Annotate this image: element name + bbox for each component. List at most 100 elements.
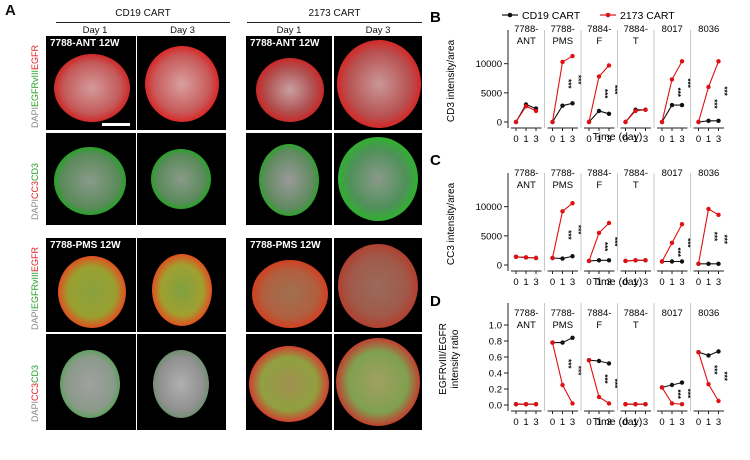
y-tick-label: 10000 [476,59,502,70]
data-point-c2173 [633,402,638,407]
x-tick-label: 1 [596,277,601,288]
y-axis-label-line2: intensity ratio [450,329,461,388]
data-point-c2173 [716,398,721,404]
data-point-c2173 [659,385,665,390]
data-point-cd19 [570,101,575,106]
facet-title-line2: T [633,320,639,331]
x-axis-label: Time (day) [593,131,643,143]
x-tick-label: 3 [643,277,648,288]
x-tick-label: 0 [659,277,664,288]
data-point-c2173 [623,258,628,264]
data-point-cd19 [706,261,711,267]
data-point-c2173 [533,255,539,261]
panel-a-letter: A [5,2,16,19]
facet-title: 8036 [698,24,719,35]
significance-stars: *** [610,85,619,95]
facet-title-line2: PMS [552,180,573,191]
facet-title-line2: PMS [552,36,573,47]
series-line-c2173 [515,105,537,123]
facet-title-line2: ANT [517,180,536,191]
x-tick-label: 3 [533,134,538,145]
x-axis-label: Time (day) [593,276,643,288]
data-point-cd19 [679,259,685,264]
x-tick-label: 1 [560,277,565,288]
x-tick-label: 1 [523,277,528,288]
data-point-c2173 [560,209,565,214]
data-point-c2173 [679,402,685,407]
x-axis-label: Time (day) [593,416,643,428]
facet-title: 8017 [662,308,683,319]
data-point-c2173 [643,258,648,263]
facet-title: 8036 [698,168,719,179]
data-point-c2173 [570,200,575,206]
day3-header-2173: Day 3 [365,25,391,36]
data-point-cd19 [679,380,685,385]
data-point-cd19 [716,349,721,354]
data-point-c2173 [550,255,555,261]
data-point-cd19 [706,353,711,358]
y-tick-label: 0 [497,118,502,129]
panel-letter-b: B [430,9,441,26]
x-tick-label: 0 [696,134,701,145]
significance-stars: *** [673,390,682,400]
data-point-cd19 [596,358,602,364]
data-point-cd19 [560,103,565,108]
facet-title-line1: 7788- [551,24,575,35]
data-point-c2173 [706,206,711,212]
legend-label-2173: 2173 CART [620,10,675,22]
data-point-c2173 [606,63,612,68]
facet-title: 8036 [698,308,719,319]
data-point-cd19 [669,259,675,264]
data-point-c2173 [659,119,665,125]
data-point-c2173 [533,402,539,407]
data-point-c2173 [570,53,575,59]
data-point-c2173 [633,258,638,263]
data-point-c2173 [633,108,638,114]
x-tick-label: 3 [643,134,648,145]
facet-title-line1: 7884- [587,308,611,319]
data-point-cd19 [716,118,721,124]
side-label-egfr: EGFR [30,246,40,272]
data-point-c2173 [596,394,602,400]
series-line-c2173 [697,352,719,402]
micrograph-ant-cc3-2173-day1 [246,133,332,225]
y-tick-label: 0 [497,261,502,272]
significance-stars: *** [600,242,609,252]
significance-stars: *** [574,366,583,376]
y-axis-label: EGFRvIII/EGFR [438,323,449,395]
x-tick-label: 3 [606,277,611,288]
x-tick-label: 0 [586,417,591,428]
x-tick-label: 0 [623,134,628,145]
data-point-cd19 [606,361,612,366]
x-tick-label: 3 [679,277,684,288]
data-point-c2173 [513,119,519,125]
series-line-c2173 [697,61,720,123]
data-point-cd19 [679,102,685,108]
tile-label-pms: 7788-PMS 12W [250,240,321,251]
x-tick-label: 1 [669,277,674,288]
data-point-c2173 [716,212,721,218]
x-tick-label: 3 [643,417,648,428]
x-tick-label: 3 [533,277,538,288]
day1-header-cd19: Day 1 [82,25,108,36]
side-label-cc3: CC3 [30,382,40,401]
micrograph-pms-cc3-2173-day1 [246,334,332,430]
facet-title-line1: 7884- [587,24,611,35]
y-axis-label: CD3 intensity/area [446,39,457,122]
micrograph-ant-egfr-cd19-day1: 7788-ANT 12W [46,36,136,130]
x-tick-label: 0 [696,277,701,288]
significance-stars: *** [574,225,583,235]
significance-stars: *** [600,89,609,99]
side-label-egfr: EGFR [30,44,40,70]
facet-title-line2: T [633,180,639,191]
day3-header-cd19: Day 3 [170,25,195,36]
x-tick-label: 1 [596,134,601,145]
data-point-c2173 [596,230,602,236]
group-header-cd19: CD19 CART [115,8,171,19]
side-label-row3: DAPIEGFRvIIIEGFR [30,247,40,330]
data-point-c2173 [586,358,592,363]
x-tick-label: 1 [596,417,601,428]
micrograph-ant-cc3-2173-day3 [334,133,422,225]
significance-stars: *** [600,374,609,384]
data-point-c2173 [570,401,575,406]
